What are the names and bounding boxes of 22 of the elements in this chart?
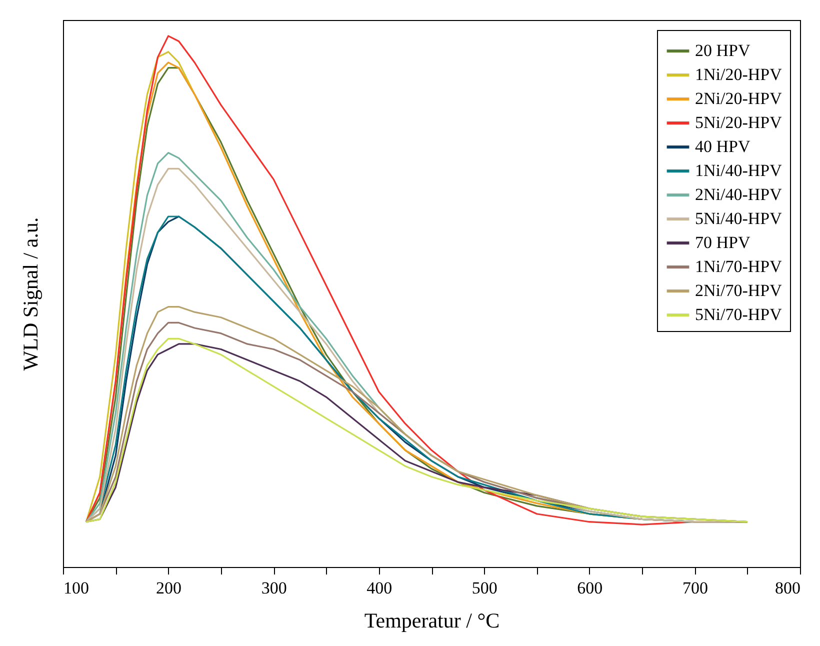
- x-tick-label: 200: [156, 578, 182, 598]
- legend-label: 2Ni/70-HPV: [695, 281, 783, 300]
- y-axis-title: WLD Signal / a.u.: [18, 217, 42, 371]
- legend-label: 70 HPV: [695, 233, 751, 252]
- x-tick-label: 700: [682, 578, 708, 598]
- legend-label: 1Ni/40-HPV: [695, 161, 783, 180]
- x-tick-label: 300: [261, 578, 287, 598]
- legend-label: 5Ni/70-HPV: [695, 305, 783, 324]
- legend-label: 20 HPV: [695, 41, 751, 60]
- x-axis-title: Temperatur / °C: [364, 608, 500, 632]
- x-tick-label: 800: [775, 578, 800, 598]
- legend-label: 2Ni/20-HPV: [695, 89, 783, 108]
- x-tick-label: 400: [366, 578, 392, 598]
- x-tick-label: 600: [577, 578, 603, 598]
- legend-label: 40 HPV: [695, 137, 751, 156]
- x-tick-label: 500: [472, 578, 498, 598]
- legend-label: 2Ni/40-HPV: [695, 185, 783, 204]
- legend-label: 1Ni/20-HPV: [695, 65, 783, 84]
- x-tick-label: 100: [64, 578, 89, 598]
- legend-label: 5Ni/20-HPV: [695, 113, 783, 132]
- legend-label: 1Ni/70-HPV: [695, 257, 783, 276]
- legend-label: 5Ni/40-HPV: [695, 209, 783, 228]
